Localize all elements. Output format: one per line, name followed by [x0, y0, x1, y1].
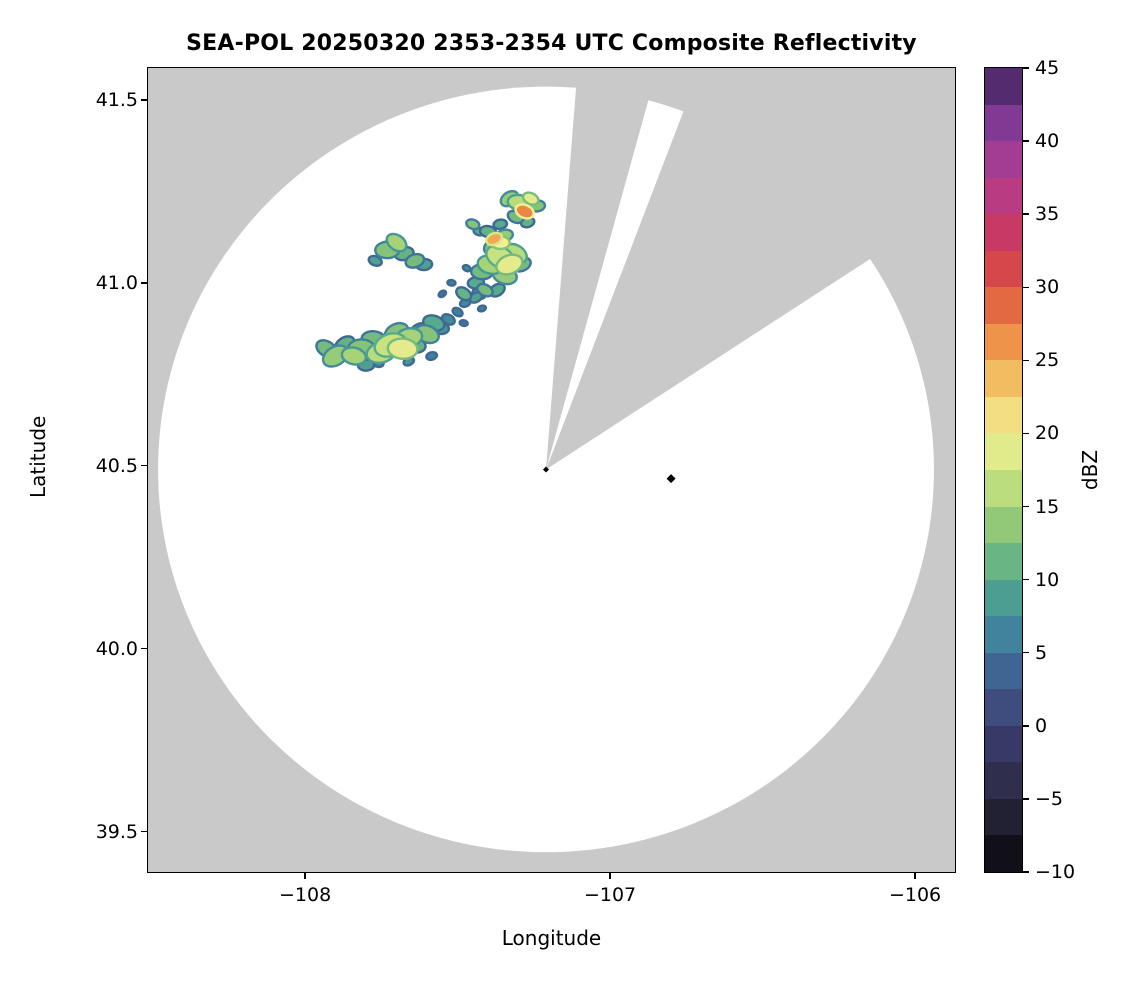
colorbar-tick-mark [1023, 578, 1029, 581]
colorbar-block [985, 761, 1022, 799]
colorbar-tick-label: 0 [1035, 714, 1048, 737]
x-tick-label: −108 [278, 884, 332, 906]
radar-echo-cell [404, 252, 426, 269]
colorbar-tick-label: 30 [1035, 276, 1060, 299]
blocked-sector [546, 68, 955, 470]
radar-echo-cell [437, 289, 448, 299]
colorbar-tick-label: 10 [1035, 568, 1060, 591]
colorbar-tick-label: 20 [1035, 422, 1060, 445]
colorbar-tick-label: 15 [1035, 495, 1060, 518]
colorbar-tick-mark [1023, 725, 1029, 727]
colorbar-block [985, 68, 1022, 105]
radar-echo-cell [476, 282, 494, 298]
colorbar-block [985, 834, 1022, 872]
radar-echo-cell [495, 253, 524, 276]
colorbar-block [985, 212, 1022, 251]
colorbar-tick-label: 40 [1035, 130, 1060, 153]
colorbar-tick-label: 25 [1035, 349, 1060, 372]
colorbar-block [985, 614, 1022, 653]
radar-echo-cell [385, 232, 408, 253]
radar-echo-cell [446, 278, 457, 287]
colorbar-block [985, 688, 1022, 726]
colorbar [984, 67, 1023, 873]
y-tick-label: 41.0 [95, 271, 138, 294]
colorbar-label: dBZ [1078, 449, 1102, 491]
x-axis-label: Longitude [501, 926, 602, 950]
colorbar-block [985, 651, 1022, 690]
radar-echo-cell [476, 304, 488, 313]
colorbar-block [985, 578, 1022, 617]
colorbar-tick-label: 35 [1035, 203, 1060, 226]
y-tick-label: 40.5 [95, 454, 138, 477]
colorbar-block [985, 322, 1022, 361]
colorbar-block [985, 395, 1022, 434]
radar-echo-cell [485, 231, 504, 247]
x-tick-label: −107 [583, 884, 637, 906]
radar-echo-cell [514, 203, 535, 220]
colorbar-tick-mark [1023, 359, 1029, 362]
colorbar-tick-label: 5 [1035, 641, 1048, 664]
colorbar-tick-mark [1023, 652, 1029, 654]
colorbar-block [985, 797, 1022, 836]
blocked-sector [546, 68, 658, 470]
colorbar-block [985, 724, 1022, 763]
colorbar-tick-mark [1023, 67, 1029, 69]
chart-title: SEA-POL 20250320 2353-2354 UTC Composite… [186, 31, 917, 56]
colorbar-block [985, 139, 1022, 178]
x-tick-mark [304, 872, 306, 879]
colorbar-tick-label: −10 [1035, 861, 1076, 883]
colorbar-block [985, 359, 1022, 397]
radar-echo-cell [451, 306, 464, 318]
colorbar-tick-mark [1023, 871, 1029, 873]
colorbar-block [985, 432, 1022, 470]
radar-echo-cell [425, 351, 439, 362]
colorbar-block [985, 176, 1022, 215]
x-tick-label: −106 [888, 884, 942, 906]
y-tick-label: 41.5 [95, 88, 138, 111]
colorbar-tick-label: −5 [1035, 787, 1064, 810]
colorbar-tick-mark [1023, 798, 1029, 800]
radar-echo-cell [521, 191, 540, 206]
radar-echo-cell [465, 218, 481, 231]
plot-area [147, 67, 956, 873]
radar-plot-svg [148, 68, 955, 872]
x-tick-mark [914, 872, 916, 879]
colorbar-tick-mark [1023, 432, 1029, 435]
radar-site-marker [543, 466, 550, 473]
x-tick-mark [609, 872, 611, 879]
colorbar-block [985, 103, 1022, 142]
radar-echo-cell [340, 346, 368, 366]
radar-echo-cell [458, 319, 469, 328]
colorbar-block [985, 249, 1022, 288]
colorbar-tick-mark [1023, 140, 1029, 142]
y-tick-label: 39.5 [95, 820, 138, 843]
y-axis-label: Latitude [26, 415, 50, 498]
radar-echo-cell [455, 286, 473, 302]
radar-echo-cell [367, 254, 383, 267]
colorbar-tick-mark [1023, 213, 1029, 215]
radar-echo-cell [492, 218, 509, 231]
radar-echo-cell [386, 337, 419, 361]
radar-site-marker [666, 474, 676, 484]
colorbar-block [985, 468, 1022, 507]
colorbar-block [985, 505, 1022, 544]
colorbar-block [985, 286, 1022, 324]
colorbar-block [985, 541, 1022, 580]
colorbar-tick-label: 45 [1035, 57, 1060, 79]
colorbar-tick-mark [1023, 286, 1029, 288]
colorbar-tick-mark [1023, 505, 1029, 508]
y-tick-label: 40.0 [95, 637, 138, 660]
